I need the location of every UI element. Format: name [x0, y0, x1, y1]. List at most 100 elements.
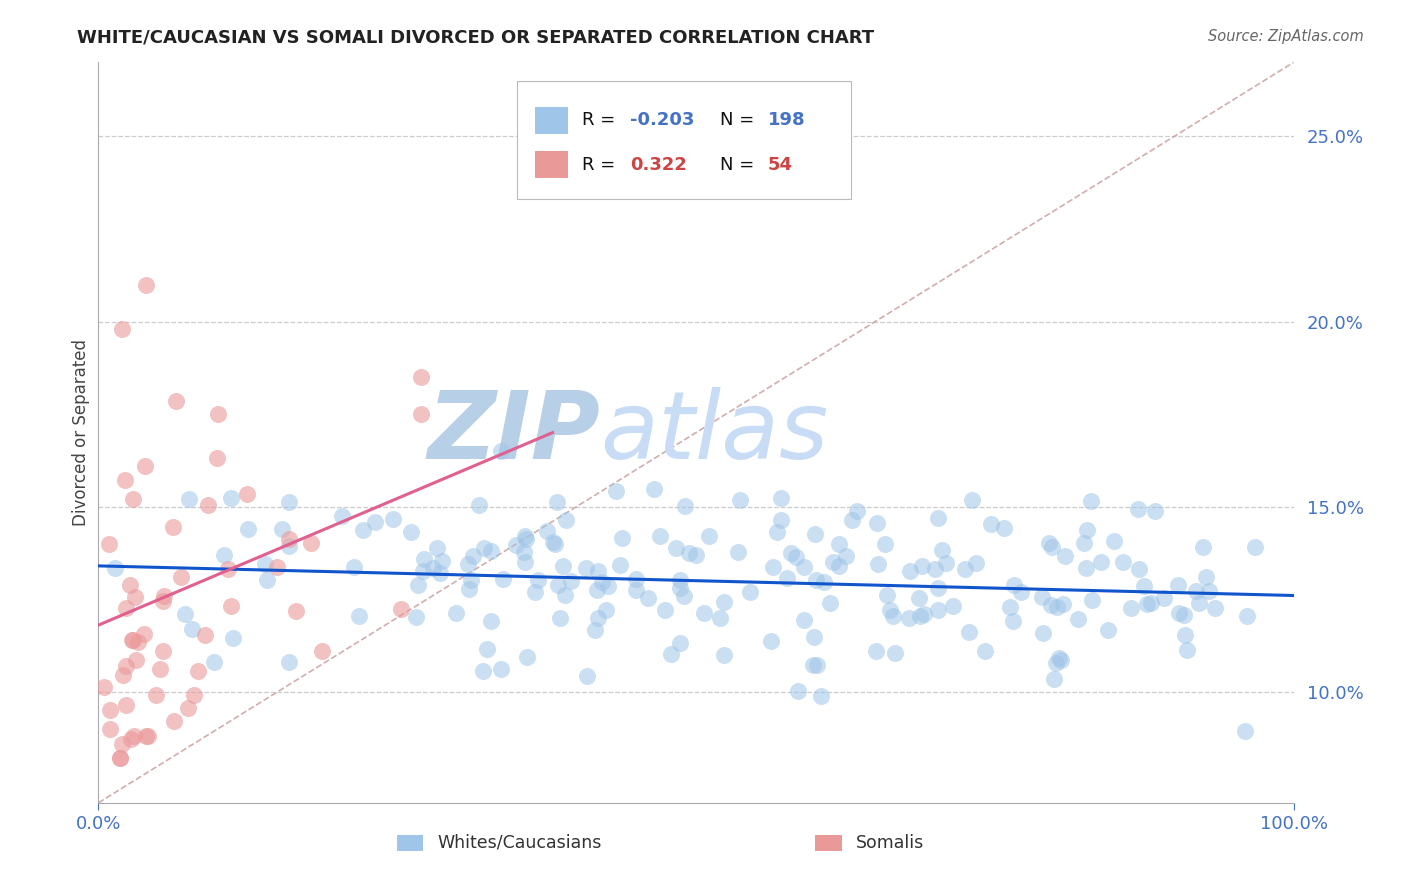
- Point: [1045, 657, 1067, 671]
- Point: [527, 574, 550, 588]
- Point: [111, 668, 134, 682]
- Point: [866, 516, 889, 530]
- Point: [1175, 642, 1198, 657]
- Point: [591, 575, 613, 590]
- Point: [98, 722, 122, 736]
- Point: [548, 610, 571, 624]
- Point: [412, 565, 434, 579]
- Point: [927, 603, 949, 617]
- Point: [217, 562, 239, 576]
- Point: [993, 521, 1015, 535]
- Point: [1052, 597, 1074, 611]
- Point: [411, 407, 433, 421]
- Point: [124, 591, 146, 605]
- Point: [828, 537, 851, 551]
- Point: [169, 570, 191, 584]
- Point: [460, 573, 482, 587]
- Point: [429, 566, 451, 580]
- Point: [472, 541, 495, 555]
- Point: [1234, 724, 1257, 739]
- Point: [1073, 536, 1095, 550]
- Point: [912, 607, 935, 621]
- Point: [149, 663, 172, 677]
- Point: [219, 491, 242, 506]
- Point: [120, 732, 142, 747]
- Point: [810, 689, 832, 703]
- Point: [759, 634, 782, 648]
- Point: [868, 558, 890, 572]
- Point: [115, 698, 138, 713]
- Text: N =: N =: [720, 155, 759, 174]
- Point: [125, 653, 148, 667]
- Point: [713, 595, 735, 609]
- Point: [152, 593, 174, 607]
- Point: [515, 532, 537, 546]
- Point: [352, 523, 374, 537]
- Point: [637, 591, 659, 605]
- Point: [177, 492, 200, 507]
- Point: [270, 522, 292, 536]
- Point: [111, 322, 134, 336]
- Point: [583, 623, 606, 637]
- Point: [643, 483, 665, 497]
- Point: [898, 611, 921, 625]
- Point: [801, 658, 824, 673]
- Point: [827, 559, 849, 574]
- Point: [120, 578, 142, 592]
- FancyBboxPatch shape: [517, 81, 852, 200]
- Point: [121, 632, 143, 647]
- Point: [957, 625, 980, 640]
- Point: [898, 564, 921, 578]
- Point: [648, 529, 671, 543]
- Point: [1195, 570, 1218, 584]
- Point: [1010, 584, 1032, 599]
- Bar: [534, 152, 568, 178]
- Point: [927, 581, 949, 595]
- Point: [935, 556, 957, 570]
- Point: [180, 622, 202, 636]
- Point: [709, 611, 731, 625]
- Point: [412, 552, 434, 566]
- Point: [1140, 596, 1163, 610]
- Point: [152, 644, 174, 658]
- Point: [468, 498, 491, 512]
- Point: [965, 556, 987, 570]
- Point: [793, 613, 815, 627]
- Point: [738, 585, 761, 599]
- Text: R =: R =: [582, 155, 621, 174]
- Y-axis label: Divorced or Separated: Divorced or Separated: [72, 339, 90, 526]
- Point: [865, 644, 887, 658]
- Point: [908, 591, 931, 606]
- Point: [432, 554, 454, 568]
- Point: [399, 525, 422, 540]
- Point: [93, 680, 115, 694]
- Point: [221, 631, 243, 645]
- Point: [806, 574, 828, 588]
- Point: [183, 688, 205, 702]
- Point: [575, 669, 598, 683]
- Point: [766, 524, 789, 539]
- Point: [1001, 614, 1024, 628]
- Point: [668, 581, 690, 595]
- Point: [1038, 536, 1060, 550]
- Point: [98, 703, 122, 717]
- Point: [221, 599, 243, 613]
- Point: [665, 541, 688, 555]
- Point: [212, 548, 235, 562]
- Point: [461, 549, 484, 563]
- Point: [124, 729, 146, 743]
- Point: [457, 557, 479, 571]
- Point: [153, 589, 176, 603]
- Text: N =: N =: [720, 112, 759, 129]
- Point: [609, 558, 631, 572]
- Point: [598, 579, 620, 593]
- Point: [1097, 623, 1119, 637]
- Point: [1144, 504, 1167, 518]
- Point: [586, 582, 609, 597]
- Point: [911, 558, 934, 573]
- Point: [405, 609, 427, 624]
- Point: [422, 561, 444, 575]
- Point: [673, 500, 696, 514]
- Point: [194, 628, 217, 642]
- Point: [207, 407, 229, 421]
